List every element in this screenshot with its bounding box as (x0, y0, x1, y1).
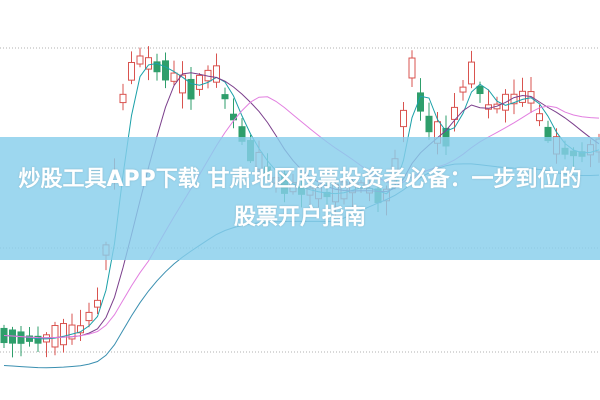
candle-down (476, 85, 484, 95)
candle-down (221, 94, 229, 100)
candle-up (128, 62, 135, 81)
candle-down (187, 78, 195, 100)
candle-up (536, 113, 543, 122)
title-banner: 炒股工具APP下载 甘肃地区股票投资者必备：一步到位的股票开户指南 (0, 137, 600, 260)
candle-up (119, 93, 127, 104)
candle-down (425, 115, 433, 133)
candle-down (153, 61, 161, 73)
candle-down (17, 331, 25, 344)
candle-up (145, 57, 152, 70)
candle-up (408, 57, 416, 79)
candle-up (400, 109, 407, 128)
candle-up (519, 90, 526, 103)
candle-up (485, 104, 492, 110)
article-title: 炒股工具APP下载 甘肃地区股票投资者必备：一步到位的股票开户指南 (18, 166, 582, 230)
candle-up (196, 74, 203, 90)
candle-down (417, 92, 424, 112)
candle-up (179, 74, 186, 94)
ma-long-line (3, 96, 600, 339)
candle-up (459, 86, 467, 93)
candle-up (60, 323, 67, 346)
candle-up (170, 72, 178, 82)
candle-up (451, 106, 458, 120)
candle-up (94, 299, 101, 308)
candle-down (26, 335, 33, 342)
candle-up (468, 61, 475, 85)
candle-down (162, 60, 169, 81)
candle-down (34, 335, 42, 344)
candle-up (68, 324, 76, 340)
candle-up (51, 325, 59, 348)
candle-up (213, 65, 220, 83)
candle-up (136, 55, 144, 65)
candle-up (85, 311, 93, 322)
